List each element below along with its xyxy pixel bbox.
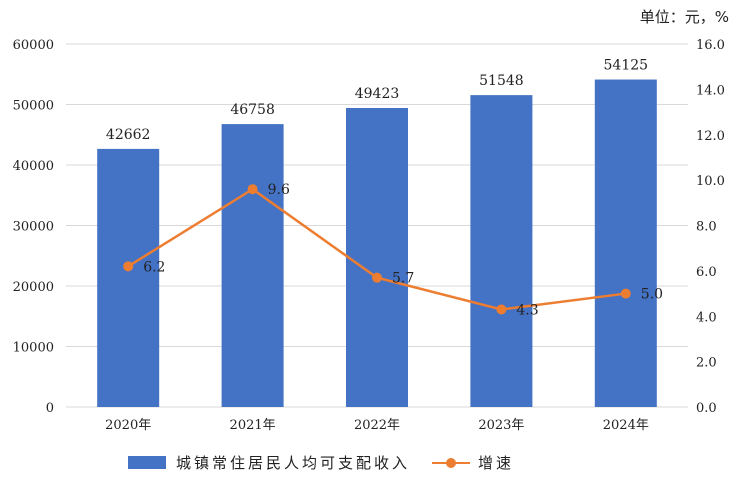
x-tick-label: 2022年: [354, 418, 400, 433]
x-tick-label: 2024年: [603, 418, 649, 433]
bar: [594, 79, 657, 407]
bar-value-label: 54125: [604, 58, 649, 74]
bar: [346, 107, 408, 408]
line-value-label: 5.0: [641, 287, 663, 303]
legend-item-line: 增速: [432, 452, 514, 473]
line-value-label: 6.2: [143, 259, 165, 275]
legend-label-bar: 城镇常住居民人均可支配收入: [176, 454, 411, 472]
line-point: [496, 304, 507, 315]
legend-label-line: 增速: [478, 454, 515, 472]
line-point: [620, 288, 631, 299]
line-value-label: 5.7: [392, 271, 414, 287]
y-left-tick-label: 50000: [13, 99, 54, 114]
y-left-tick-label: 40000: [13, 159, 54, 174]
x-tick-label: 2020年: [105, 418, 151, 433]
legend: 城镇常住居民人均可支配收入 增速: [128, 452, 536, 473]
y-right-tick-label: 12.0: [696, 129, 725, 144]
bar-value-label: 51548: [479, 73, 524, 89]
unit-label: 单位：元，%: [639, 8, 729, 26]
line-point: [372, 272, 382, 283]
y-right-tick-label: 16.0: [696, 38, 725, 53]
bar: [470, 95, 533, 408]
y-left-tick-label: 60000: [13, 38, 54, 53]
bar-value-label: 49423: [355, 86, 400, 102]
y-right-tick-label: 4.0: [696, 310, 717, 325]
y-left-tick-label: 10000: [13, 341, 54, 356]
bar: [97, 148, 160, 407]
x-tick-label: 2023年: [478, 418, 524, 433]
line-value-label: 4.3: [516, 302, 538, 318]
y-right-tick-label: 0.0: [696, 401, 717, 416]
y-left-tick-label: 20000: [13, 280, 54, 295]
y-right-tick-label: 8.0: [696, 220, 717, 235]
y-left-tick-label: 0: [46, 401, 54, 416]
y-left-tick-label: 30000: [13, 220, 54, 235]
bar-value-label: 42662: [106, 127, 151, 143]
x-tick-label: 2021年: [230, 418, 276, 433]
y-right-tick-label: 14.0: [696, 83, 725, 98]
legend-swatch-bar: [128, 456, 166, 469]
legend-swatch-line: [432, 456, 471, 469]
line-point: [247, 184, 258, 195]
y-right-tick-label: 6.0: [696, 265, 717, 280]
line-point: [123, 261, 134, 272]
line-value-label: 9.6: [268, 182, 290, 198]
bar: [221, 124, 284, 407]
bar-value-label: 46758: [230, 102, 275, 118]
legend-item-bar: 城镇常住居民人均可支配收入: [128, 452, 410, 473]
y-right-tick-label: 2.0: [696, 356, 717, 371]
y-right-tick-label: 10.0: [696, 174, 725, 189]
